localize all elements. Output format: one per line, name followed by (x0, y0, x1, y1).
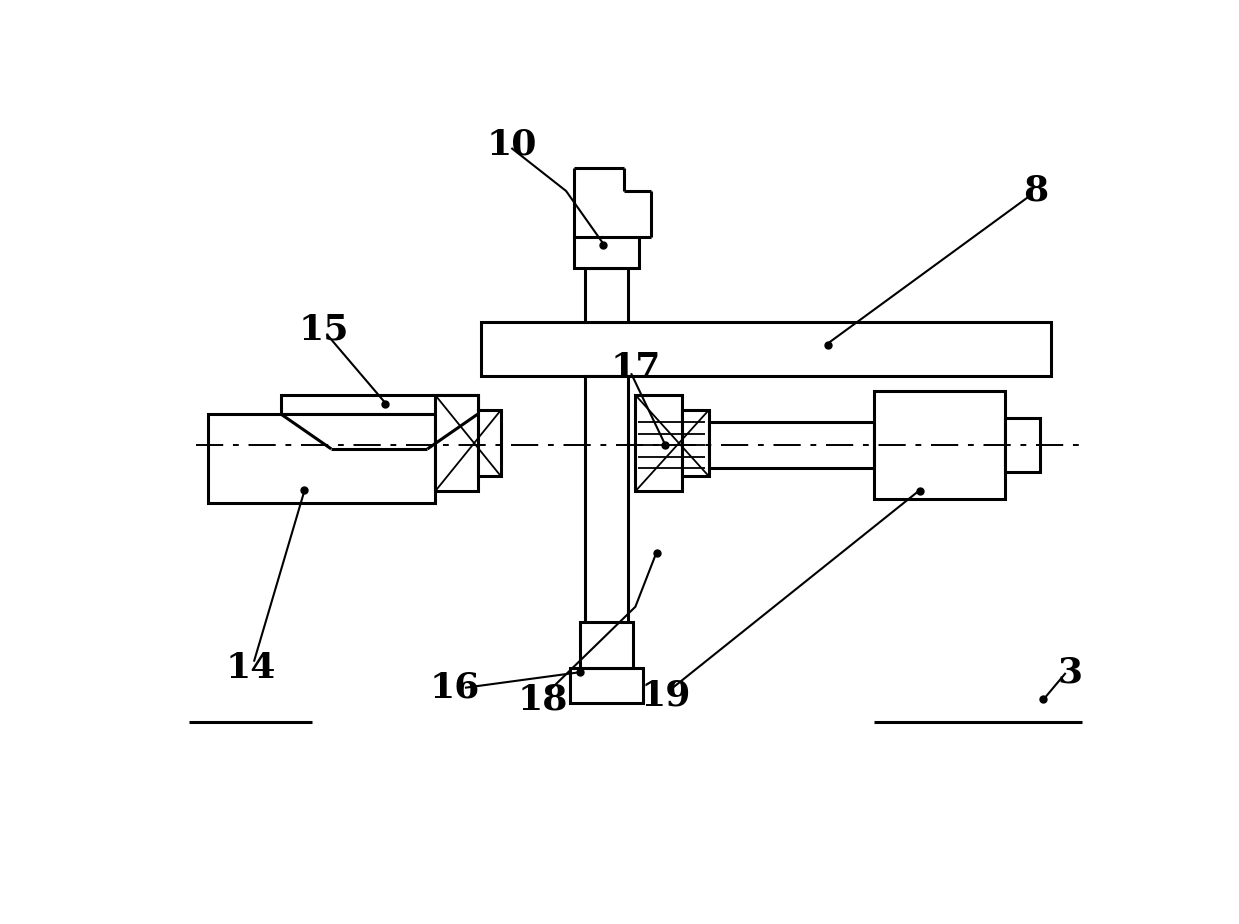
Text: 19: 19 (641, 678, 691, 712)
Bar (482, 322, 1051, 376)
Bar (574, 237, 639, 268)
Bar (570, 668, 643, 703)
Bar (281, 395, 477, 414)
Bar (585, 268, 628, 322)
Bar (1005, 418, 1040, 472)
Text: 18: 18 (518, 682, 569, 716)
Bar (477, 410, 501, 476)
Bar (208, 414, 435, 503)
Text: 15: 15 (299, 312, 348, 346)
Text: 3: 3 (1058, 655, 1083, 689)
Bar (636, 395, 681, 492)
Text: 16: 16 (429, 671, 479, 705)
Bar (873, 391, 1005, 499)
Bar (435, 395, 477, 492)
Bar (681, 410, 709, 476)
Text: 10: 10 (487, 128, 538, 162)
Text: 17: 17 (610, 351, 660, 385)
Bar (585, 376, 628, 668)
Bar (580, 622, 633, 668)
Text: 14: 14 (225, 651, 275, 686)
Bar (709, 422, 873, 468)
Text: 8: 8 (1023, 174, 1048, 208)
